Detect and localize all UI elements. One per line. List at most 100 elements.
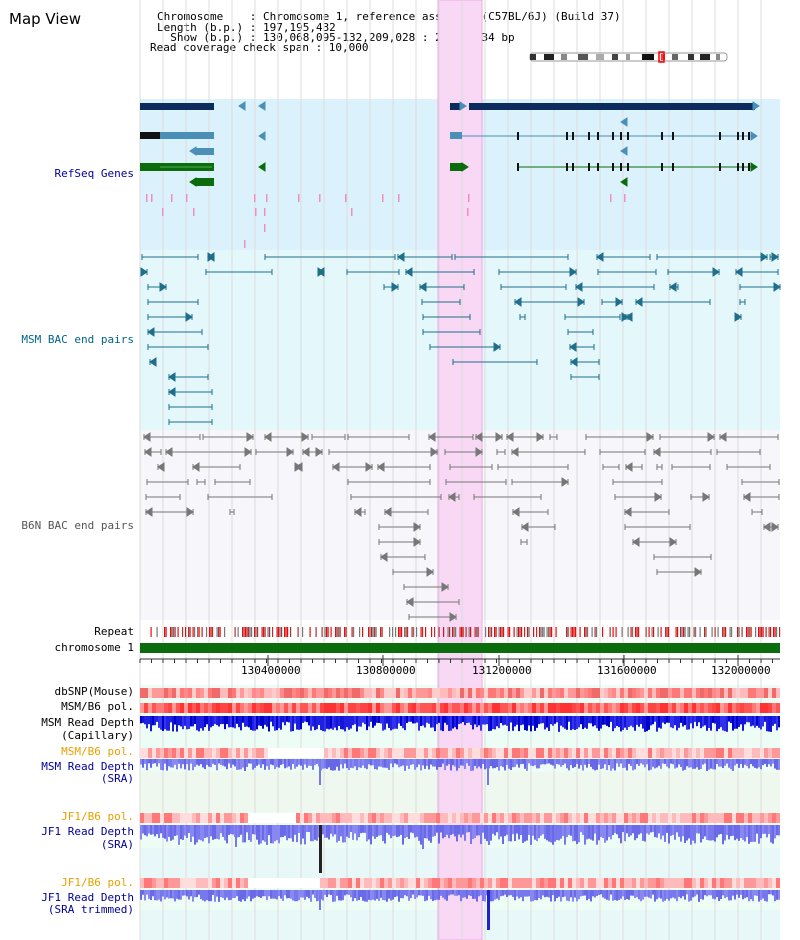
heat-cell bbox=[292, 813, 296, 823]
heat-cell bbox=[676, 688, 680, 698]
refseq-mark bbox=[345, 194, 347, 202]
heat-cell bbox=[180, 813, 184, 823]
depth-bar bbox=[720, 716, 722, 728]
depth-bar bbox=[396, 759, 398, 765]
depth-bar bbox=[748, 716, 750, 723]
depth-bar bbox=[232, 890, 234, 898]
depth-bar bbox=[624, 825, 626, 842]
depth-bar bbox=[606, 825, 608, 841]
heat-cell bbox=[368, 878, 372, 888]
depth-bar bbox=[558, 716, 560, 732]
depth-bar bbox=[172, 716, 174, 732]
depth-bar bbox=[656, 759, 658, 768]
heat-cell bbox=[500, 688, 504, 698]
depth-bar bbox=[182, 759, 184, 765]
heat-cell bbox=[452, 688, 456, 698]
track-label-refseq-genes[interactable]: RefSeq Genes bbox=[54, 167, 134, 180]
depth-bar bbox=[248, 890, 250, 897]
b6n-bac-pair-arrow bbox=[707, 432, 715, 442]
depth-bar bbox=[774, 825, 776, 839]
depth-bar bbox=[330, 890, 332, 896]
depth-bar bbox=[506, 890, 508, 898]
depth-bar bbox=[498, 825, 500, 840]
depth-bar bbox=[280, 890, 282, 899]
depth-bar bbox=[354, 825, 356, 834]
depth-bar bbox=[686, 890, 688, 895]
depth-bar bbox=[342, 716, 344, 730]
depth-bar bbox=[300, 825, 302, 845]
heat-cell bbox=[736, 878, 740, 888]
repeat-element bbox=[276, 627, 278, 637]
depth-bar bbox=[490, 716, 492, 731]
depth-bar bbox=[272, 716, 274, 727]
depth-bar bbox=[368, 759, 370, 765]
refseq-gene-arrow bbox=[258, 162, 266, 172]
track-label-msm-depth-cap-sub: (Capillary) bbox=[61, 729, 134, 742]
heat-cell bbox=[648, 813, 652, 823]
heat-cell bbox=[296, 813, 300, 823]
heat-cell bbox=[708, 813, 712, 823]
heat-cell bbox=[384, 748, 388, 758]
repeat-element bbox=[438, 627, 440, 637]
msm-bac-pair-arrow bbox=[577, 297, 585, 307]
b6n-bac-pair-arrow bbox=[143, 432, 151, 442]
heat-cell bbox=[516, 703, 520, 713]
repeat-element bbox=[768, 627, 770, 637]
track-label-b6n-bac[interactable]: B6N BAC end pairs bbox=[21, 519, 134, 532]
depth-bar bbox=[236, 890, 238, 897]
ideogram-band bbox=[544, 54, 554, 60]
depth-bar bbox=[230, 759, 232, 768]
depth-bar bbox=[746, 759, 748, 767]
heat-cell bbox=[408, 813, 412, 823]
heat-cell bbox=[764, 688, 768, 698]
heat-cell bbox=[588, 878, 592, 888]
depth-bar bbox=[348, 759, 350, 771]
track-label-msm-bac[interactable]: MSM BAC end pairs bbox=[21, 333, 134, 346]
heat-cell bbox=[312, 748, 316, 758]
heat-cell bbox=[692, 878, 696, 888]
depth-bar bbox=[652, 716, 654, 725]
depth-bar bbox=[338, 825, 340, 841]
heat-cell bbox=[212, 748, 216, 758]
heat-cell bbox=[392, 748, 396, 758]
depth-bar bbox=[556, 716, 558, 723]
depth-bar bbox=[398, 825, 400, 837]
depth-bar bbox=[660, 716, 662, 729]
heat-cell bbox=[740, 703, 744, 713]
depth-bar bbox=[748, 825, 750, 844]
heat-cell bbox=[760, 878, 764, 888]
depth-bar bbox=[496, 825, 498, 833]
repeat-element bbox=[272, 627, 274, 637]
depth-bar bbox=[296, 890, 298, 902]
heat-cell bbox=[164, 748, 168, 758]
depth-bar bbox=[608, 825, 610, 837]
depth-bar bbox=[548, 890, 550, 898]
depth-bar bbox=[772, 890, 774, 896]
depth-bar bbox=[196, 716, 198, 731]
heat-cell bbox=[600, 748, 604, 758]
depth-bar bbox=[776, 759, 778, 770]
heat-cell bbox=[584, 688, 588, 698]
depth-bar bbox=[390, 825, 392, 839]
depth-bar bbox=[406, 890, 408, 897]
repeat-element bbox=[770, 627, 772, 637]
depth-bar bbox=[194, 890, 196, 898]
heat-cell bbox=[296, 748, 300, 758]
depth-bar bbox=[448, 716, 450, 731]
heat-cell bbox=[144, 703, 148, 713]
refseq-mark bbox=[255, 208, 257, 216]
depth-bar bbox=[558, 825, 560, 841]
depth-bar bbox=[266, 825, 268, 845]
depth-bar bbox=[308, 890, 310, 899]
depth-bar bbox=[636, 890, 638, 898]
depth-bar bbox=[482, 825, 484, 833]
depth-bar bbox=[382, 716, 384, 731]
heat-cell bbox=[172, 703, 176, 713]
depth-bar bbox=[274, 890, 276, 899]
heat-cell bbox=[304, 813, 308, 823]
depth-bar bbox=[288, 759, 290, 767]
depth-bar bbox=[674, 716, 676, 726]
repeat-element bbox=[653, 627, 655, 637]
heat-cell bbox=[692, 703, 696, 713]
